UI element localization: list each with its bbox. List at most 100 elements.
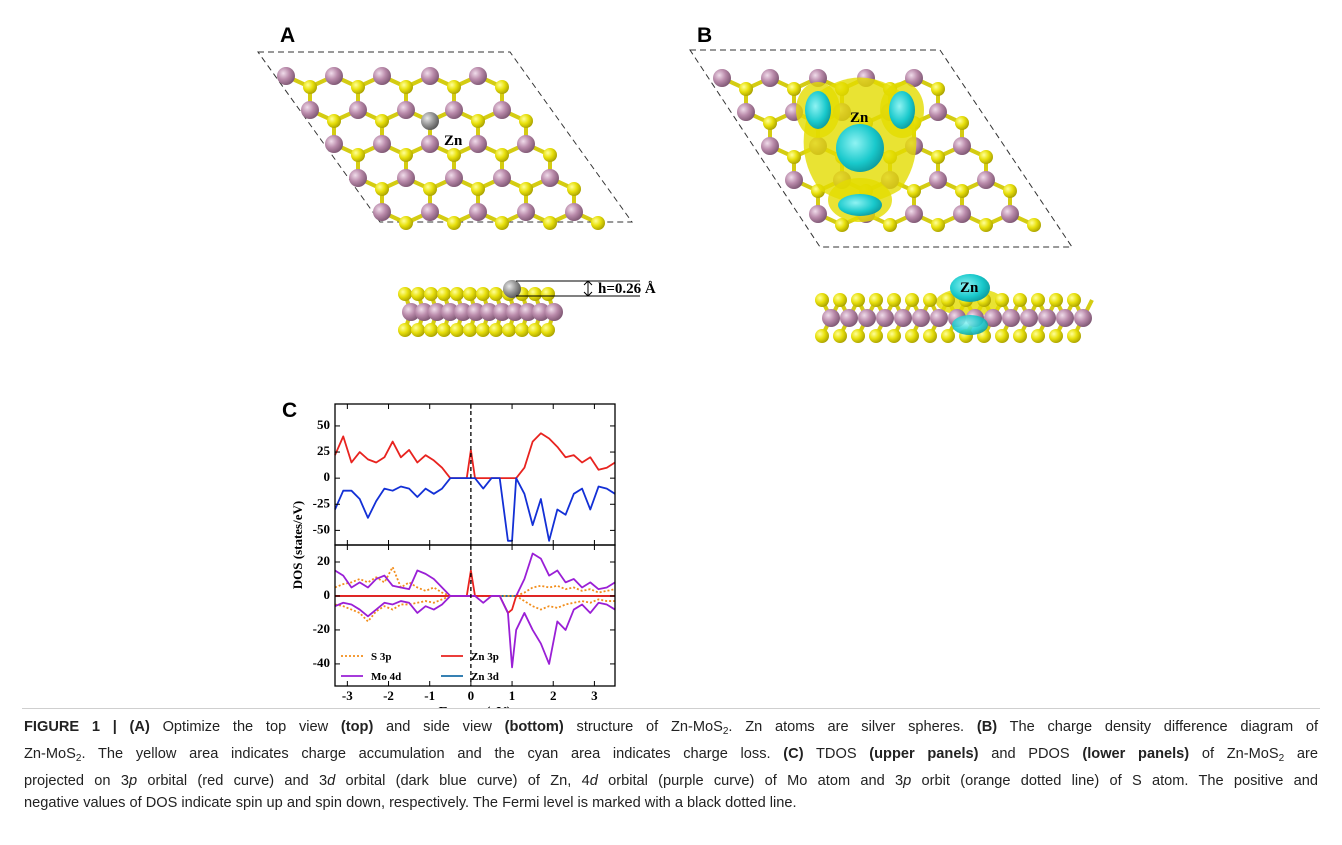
legend-label: Zn 3p xyxy=(471,651,499,663)
atom xyxy=(822,309,840,327)
atom xyxy=(858,309,876,327)
atom xyxy=(1013,329,1027,343)
caption-text: negative values of DOS indicate spin up … xyxy=(24,795,797,811)
caption-text: The charge density difference diagram of xyxy=(997,719,1318,735)
atom xyxy=(397,169,415,187)
y-tick-label: 20 xyxy=(317,553,330,568)
series-line xyxy=(335,478,615,541)
series-line xyxy=(335,433,615,478)
atom xyxy=(471,114,485,128)
atom xyxy=(1013,293,1027,307)
atom xyxy=(463,323,477,337)
atom xyxy=(445,101,463,119)
atom xyxy=(476,287,490,301)
atom xyxy=(495,148,509,162)
atom xyxy=(411,287,425,301)
caption-text: orbital (dark blue curve) of Zn, 4 xyxy=(335,773,589,789)
atom xyxy=(447,80,461,94)
caption-line: negative values of DOS indicate spin up … xyxy=(24,792,1318,814)
x-tick-label: 2 xyxy=(550,688,557,703)
caption-text: (B) xyxy=(977,719,997,735)
atom xyxy=(463,287,477,301)
atom xyxy=(869,293,883,307)
atom xyxy=(327,114,341,128)
atom xyxy=(763,116,777,130)
panel-label: A xyxy=(280,24,295,47)
atom xyxy=(517,203,535,221)
atom xyxy=(1074,309,1092,327)
atom xyxy=(303,80,317,94)
atom xyxy=(421,112,439,130)
atom xyxy=(541,287,555,301)
atom xyxy=(545,303,563,321)
atom xyxy=(411,323,425,337)
atom xyxy=(437,323,451,337)
caption-text: . Zn atoms are silver spheres. xyxy=(728,719,976,735)
atom xyxy=(528,287,542,301)
caption-rule xyxy=(22,708,1320,709)
atom xyxy=(424,287,438,301)
atom xyxy=(351,148,365,162)
atom xyxy=(495,80,509,94)
atom xyxy=(785,171,803,189)
atom xyxy=(905,205,923,223)
atom xyxy=(277,67,295,85)
atom xyxy=(977,171,995,189)
figure: ZnZn A B C Zn h=0.26 Å -50-2502550DOS (s… xyxy=(0,0,1342,708)
atom xyxy=(833,329,847,343)
atom xyxy=(869,329,883,343)
series-line xyxy=(335,553,615,595)
atom xyxy=(519,114,533,128)
atom xyxy=(469,203,487,221)
isosurface xyxy=(805,91,831,129)
atom xyxy=(421,203,439,221)
x-tick-label: -3 xyxy=(342,688,353,703)
caption-text: and PDOS xyxy=(979,746,1083,762)
y-tick-label: 50 xyxy=(317,417,330,432)
y-tick-label: -50 xyxy=(313,521,330,536)
atom xyxy=(931,82,945,96)
atom xyxy=(591,216,605,230)
panel-label: C xyxy=(282,399,297,422)
atom xyxy=(1001,205,1019,223)
atom xyxy=(930,309,948,327)
plot-frame xyxy=(335,545,615,686)
atom xyxy=(495,216,509,230)
atom xyxy=(907,184,921,198)
atom xyxy=(979,218,993,232)
atom xyxy=(373,67,391,85)
atom xyxy=(1056,309,1074,327)
atom xyxy=(929,171,947,189)
atom xyxy=(445,169,463,187)
atom xyxy=(923,293,937,307)
isosurface xyxy=(836,124,884,172)
atom xyxy=(955,184,969,198)
atom xyxy=(787,82,801,96)
caption-text: projected on 3 xyxy=(24,773,129,789)
atom xyxy=(471,182,485,196)
atom xyxy=(476,323,490,337)
atom xyxy=(887,329,901,343)
atom xyxy=(713,69,731,87)
atom xyxy=(929,103,947,121)
atom xyxy=(953,205,971,223)
atom xyxy=(325,135,343,153)
atom xyxy=(1020,309,1038,327)
caption-text: (lower panels) xyxy=(1082,746,1189,762)
atom xyxy=(493,101,511,119)
atom xyxy=(1002,309,1020,327)
caption-line: projected on 3p orbital (red curve) and … xyxy=(24,770,1318,792)
atom xyxy=(761,137,779,155)
x-tick-label: 3 xyxy=(591,688,598,703)
atom xyxy=(399,80,413,94)
height-label: h=0.26 Å xyxy=(598,281,656,297)
atom xyxy=(876,309,894,327)
atom xyxy=(941,329,955,343)
atom xyxy=(493,169,511,187)
atom xyxy=(955,116,969,130)
caption-text: TDOS xyxy=(804,746,870,762)
atom xyxy=(1049,293,1063,307)
caption-line: Zn-MoS2. The yellow area indicates charg… xyxy=(24,743,1318,770)
